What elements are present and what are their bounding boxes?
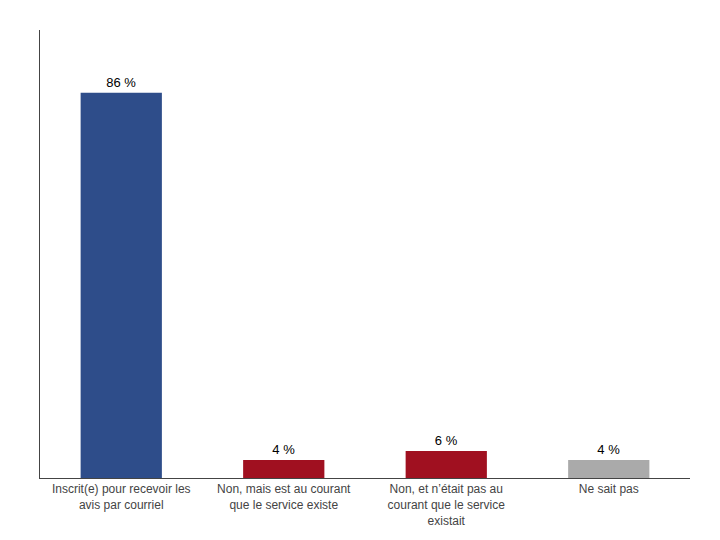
svg-text:Inscrit(e) pour recevoir lesav: Inscrit(e) pour recevoir lesavis par cou… — [52, 482, 191, 512]
svg-text:Non, mais est au courantque le: Non, mais est au courantque le service e… — [217, 482, 351, 512]
svg-text:86 %: 86 % — [106, 75, 136, 90]
svg-text:Non, et n’était pas aucourant: Non, et n’était pas aucourant que le ser… — [388, 482, 506, 527]
svg-text:6 %: 6 % — [435, 433, 458, 448]
svg-text:4 %: 4 % — [597, 442, 620, 457]
svg-text:Ne sait pas: Ne sait pas — [579, 482, 639, 496]
svg-text:4 %: 4 % — [272, 442, 295, 457]
